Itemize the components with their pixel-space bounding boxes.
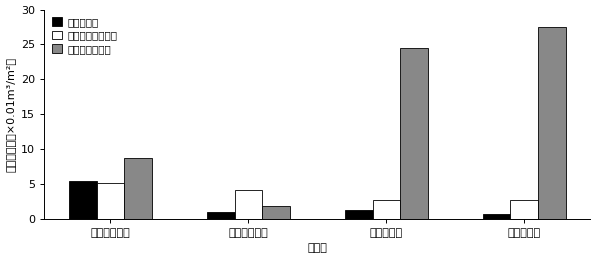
Bar [124, 158, 152, 219]
Bar [510, 200, 538, 219]
Legend: 多年生雑草, 一年生イネ科雑草, 一年生広葉雑草: 多年生雑草, 一年生イネ科雑草, 一年生広葉雑草 [49, 15, 119, 56]
Bar [372, 200, 400, 219]
Bar [69, 181, 97, 219]
Bar [262, 206, 290, 219]
Bar [345, 211, 372, 219]
Bar [97, 183, 124, 219]
Bar [400, 48, 428, 219]
X-axis label: 処理区: 処理区 [308, 243, 327, 254]
Bar [538, 27, 566, 219]
Bar [483, 214, 510, 219]
Y-axis label: 渟密度占度（×0.01m³/m²）: 渟密度占度（×0.01m³/m²） [5, 57, 15, 172]
Bar [207, 212, 235, 219]
Bar [235, 190, 262, 219]
